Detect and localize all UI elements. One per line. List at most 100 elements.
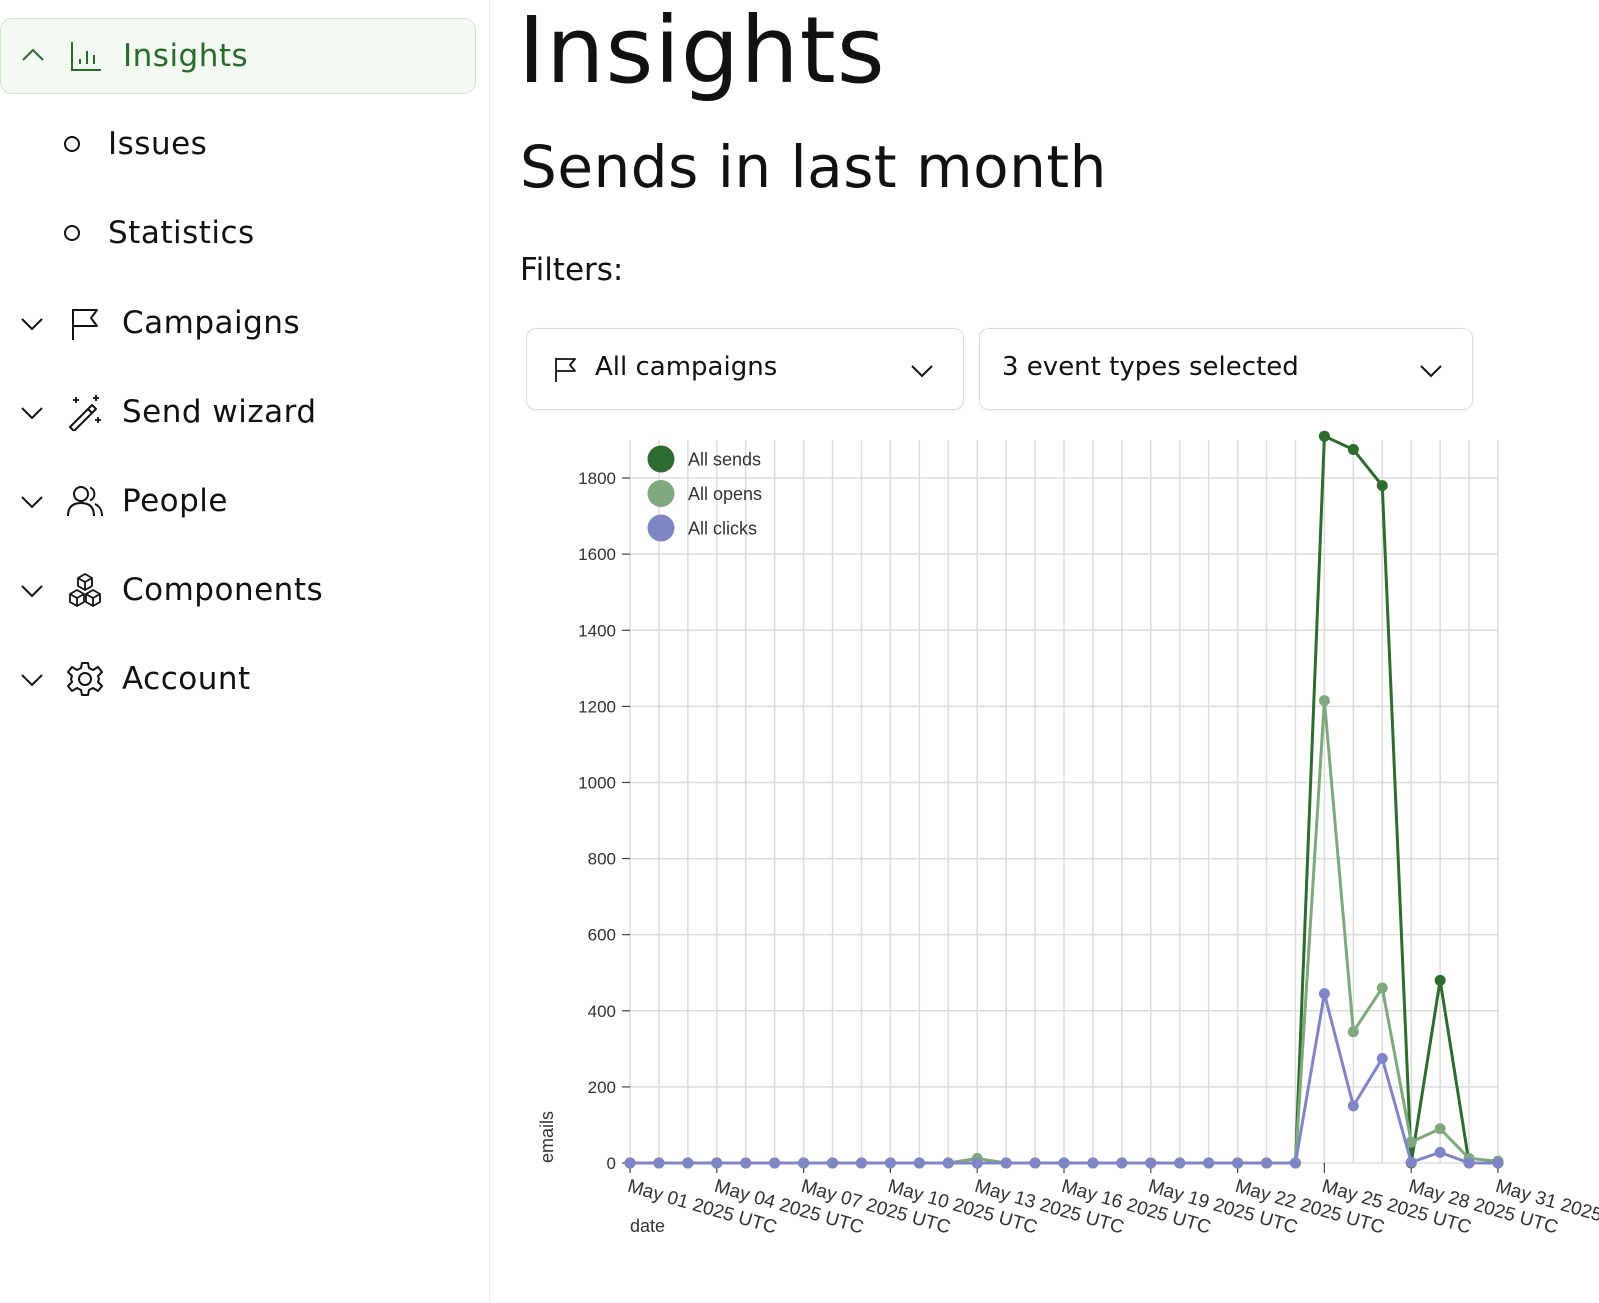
- y-tick-label: 1600: [578, 545, 616, 564]
- legend-marker: [647, 514, 675, 542]
- legend-marker: [647, 445, 675, 473]
- sidebar-item-label: People: [122, 483, 228, 519]
- data-point: [1261, 1157, 1273, 1169]
- boxes-icon: [69, 573, 101, 607]
- sidebar: Insights Issues Statistics Campaigns Sen…: [0, 0, 490, 1303]
- gear-icon: [67, 662, 103, 696]
- magic-wand-icon: [69, 395, 101, 431]
- data-point: [1087, 1157, 1099, 1169]
- y-axis-label: emails: [537, 1111, 557, 1163]
- data-point: [769, 1157, 781, 1169]
- data-point: [653, 1157, 665, 1169]
- y-tick-label: 1800: [578, 469, 616, 488]
- sidebar-item-send-wizard[interactable]: Send wizard: [0, 374, 476, 450]
- data-point: [1405, 1136, 1417, 1148]
- legend-label: All opens: [688, 484, 762, 504]
- data-point: [1347, 444, 1359, 456]
- x-axis-label: date: [630, 1216, 665, 1236]
- data-point: [711, 1157, 723, 1169]
- y-tick-label: 400: [588, 1002, 616, 1021]
- data-point: [1203, 1157, 1215, 1169]
- page-title: Insights: [518, 0, 886, 104]
- sidebar-item-label: Send wizard: [122, 394, 317, 430]
- data-point: [682, 1157, 694, 1169]
- campaign-filter-select[interactable]: All campaigns: [526, 328, 964, 410]
- data-point: [942, 1157, 954, 1169]
- data-point: [1318, 695, 1330, 707]
- event-type-filter-select[interactable]: 3 event types selected: [979, 328, 1473, 410]
- sidebar-subitem-statistics[interactable]: Statistics: [0, 203, 476, 263]
- data-point: [1376, 480, 1388, 492]
- data-point: [798, 1157, 810, 1169]
- filters-label: Filters:: [520, 252, 624, 288]
- section-title: Sends in last month: [520, 133, 1107, 201]
- y-tick-label: 1400: [578, 621, 616, 640]
- sidebar-item-label: Insights: [123, 38, 249, 74]
- legend-marker: [647, 480, 675, 507]
- y-tick-label: 200: [588, 1078, 616, 1097]
- sidebar-item-label: Components: [122, 572, 324, 608]
- data-point: [1029, 1157, 1041, 1169]
- circle-bullet-icon: [64, 225, 80, 241]
- sidebar-item-people[interactable]: People: [0, 463, 476, 539]
- chevron-down-icon: [911, 365, 933, 378]
- legend-label: All sends: [688, 450, 761, 470]
- data-point: [1000, 1157, 1012, 1169]
- data-point: [1145, 1157, 1157, 1169]
- y-tick-label: 600: [588, 926, 616, 945]
- sidebar-subitem-issues[interactable]: Issues: [0, 114, 476, 174]
- data-point: [1405, 1156, 1417, 1168]
- sidebar-item-label: Issues: [108, 126, 208, 162]
- sidebar-item-insights[interactable]: Insights: [0, 18, 476, 94]
- legend-label: All clicks: [688, 519, 757, 539]
- data-point: [1347, 1026, 1359, 1038]
- y-tick-label: 0: [607, 1154, 616, 1173]
- series-all-clicks: [624, 988, 1504, 1169]
- data-point: [1434, 974, 1446, 986]
- chart-legend: All sends All opens All clicks: [647, 445, 762, 542]
- data-point: [1434, 1146, 1446, 1158]
- bar-chart-icon: [71, 42, 101, 71]
- campaign-filter-value: All campaigns: [595, 352, 778, 382]
- data-point: [1058, 1157, 1070, 1169]
- chevron-down-icon: [1420, 365, 1442, 378]
- sidebar-item-campaigns[interactable]: Campaigns: [0, 285, 476, 361]
- data-point: [1347, 1100, 1359, 1112]
- sidebar-item-account[interactable]: Account: [0, 641, 476, 717]
- data-point: [1376, 982, 1388, 994]
- sidebar-item-components[interactable]: Components: [0, 552, 476, 628]
- data-point: [913, 1157, 925, 1169]
- y-tick-label: 1200: [578, 697, 616, 716]
- data-point: [1434, 1123, 1446, 1135]
- data-point: [1463, 1157, 1475, 1169]
- flag-icon: [555, 358, 576, 382]
- data-point: [1289, 1157, 1301, 1169]
- sidebar-item-label: Account: [122, 661, 251, 697]
- chevron-down-icon: [21, 407, 43, 420]
- data-point: [827, 1157, 839, 1169]
- y-tick-label: 800: [588, 850, 616, 869]
- chart-grid: [622, 440, 1499, 1173]
- data-point: [1376, 1052, 1388, 1064]
- users-icon: [67, 486, 103, 517]
- chevron-down-icon: [21, 674, 43, 687]
- sidebar-item-label: Statistics: [108, 215, 255, 251]
- data-point: [1232, 1157, 1244, 1169]
- data-point: [740, 1157, 752, 1169]
- data-point: [624, 1157, 636, 1169]
- chevron-down-icon: [21, 496, 43, 509]
- data-point: [1492, 1157, 1504, 1169]
- y-tick-label: 1000: [578, 773, 616, 792]
- data-point: [1318, 430, 1330, 442]
- event-type-filter-value: 3 event types selected: [1002, 352, 1299, 382]
- data-point: [1174, 1157, 1186, 1169]
- data-point: [855, 1157, 867, 1169]
- sidebar-item-label: Campaigns: [122, 305, 301, 341]
- data-point: [1318, 988, 1330, 1000]
- data-point: [1116, 1157, 1128, 1169]
- circle-bullet-icon: [64, 136, 80, 152]
- chevron-down-icon: [21, 585, 43, 598]
- data-point: [971, 1157, 983, 1169]
- flag-icon: [72, 309, 98, 340]
